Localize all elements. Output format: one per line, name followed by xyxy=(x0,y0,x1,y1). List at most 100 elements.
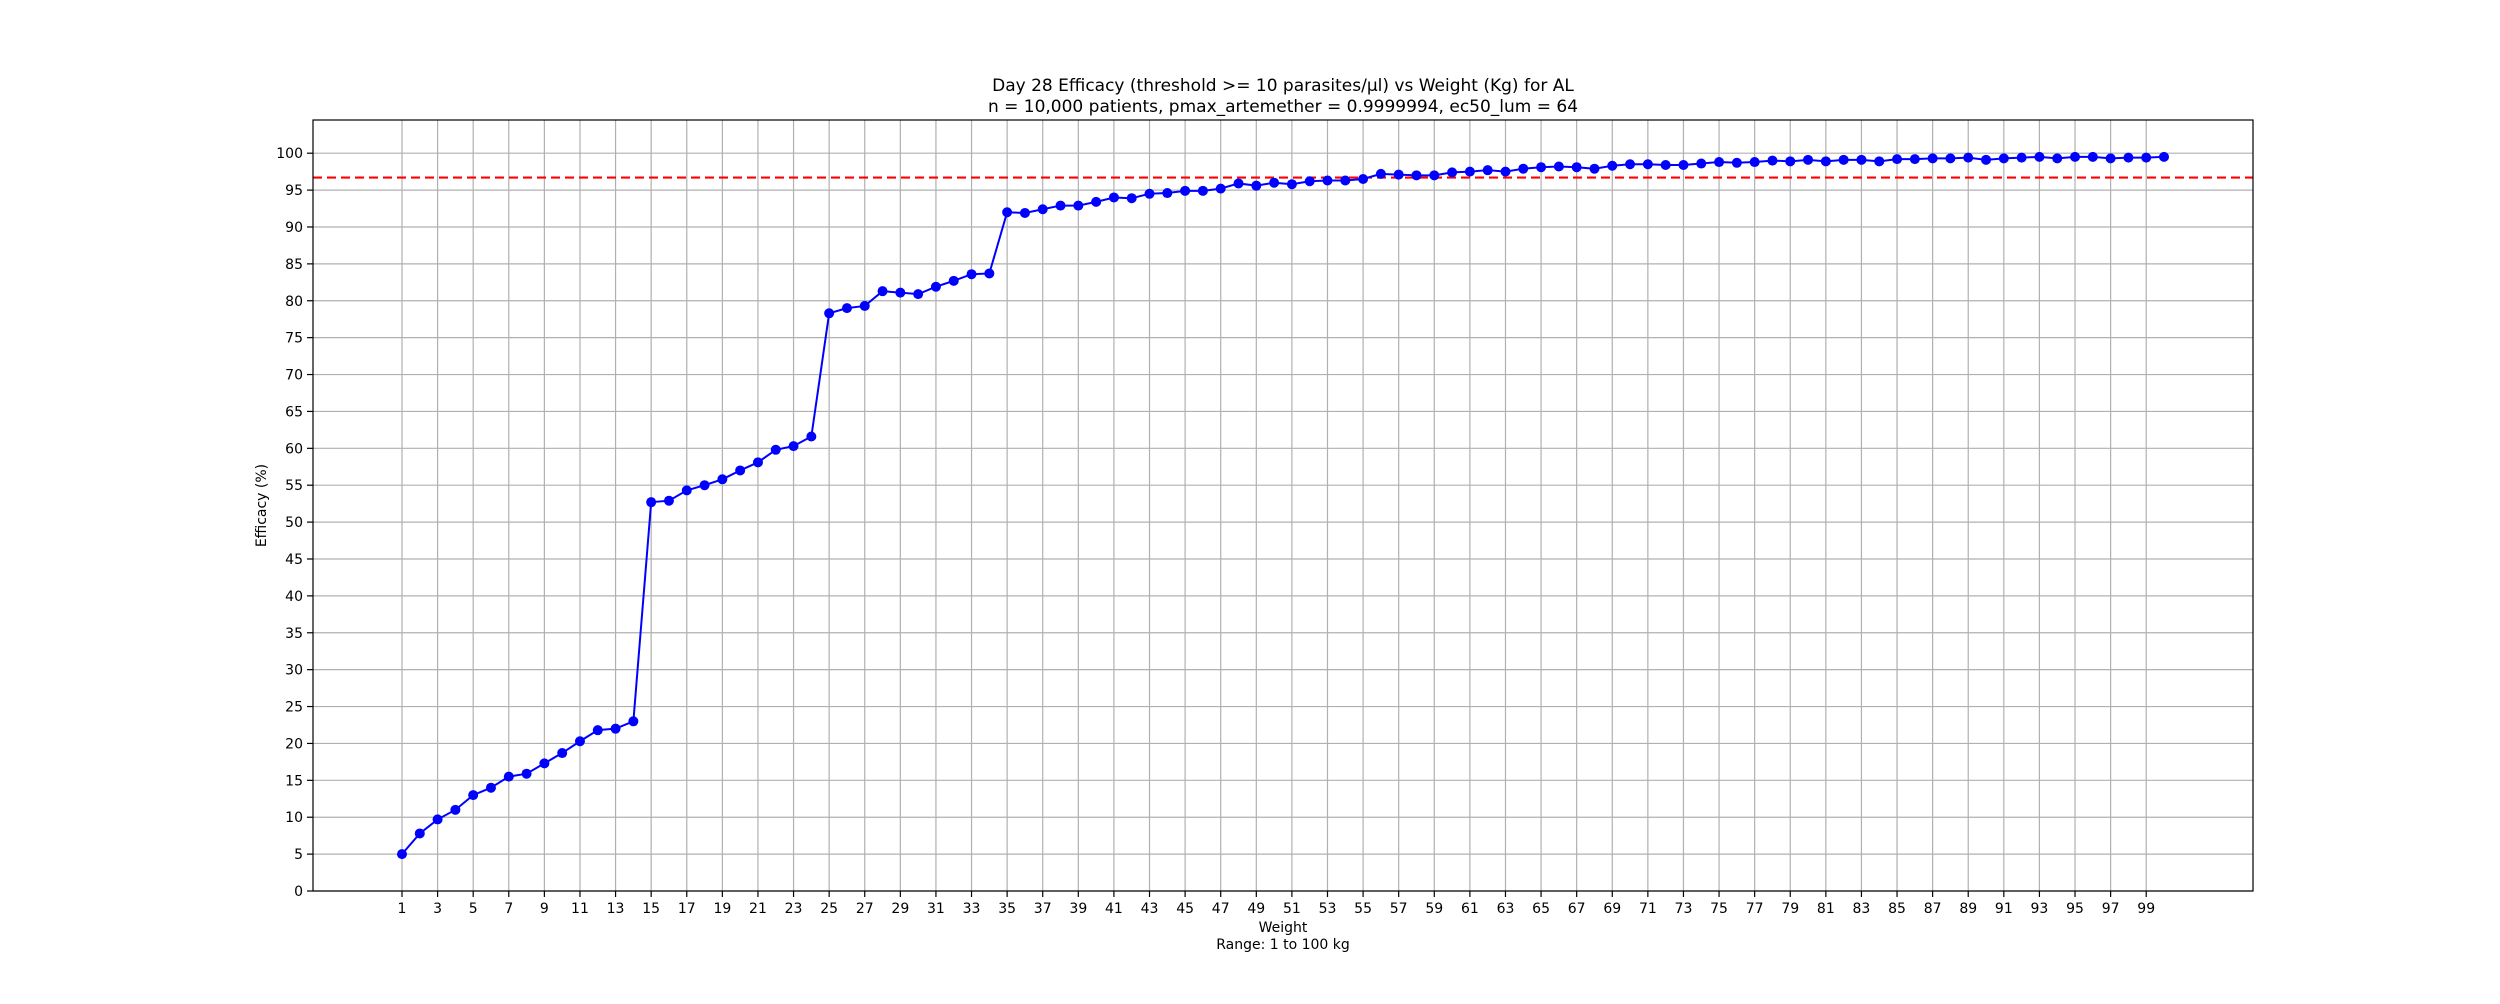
x-tick-label: 1 xyxy=(398,901,407,917)
x-tick-label: 61 xyxy=(1461,901,1479,917)
grid xyxy=(313,120,2253,892)
data-point xyxy=(966,269,977,280)
x-tick-label: 87 xyxy=(1924,901,1942,917)
x-tick-label: 91 xyxy=(1995,901,2013,917)
data-point xyxy=(984,268,995,279)
y-tick-label: 0 xyxy=(294,884,303,900)
x-tick-label: 89 xyxy=(1959,901,1977,917)
chart-title: Day 28 Efficacy (threshold >= 10 parasit… xyxy=(992,76,1574,96)
data-point xyxy=(2034,151,2045,162)
y-tick-label: 80 xyxy=(285,294,303,310)
data-point xyxy=(1393,169,1404,180)
data-point xyxy=(1571,162,1582,173)
y-tick-label: 20 xyxy=(285,736,303,752)
data-point xyxy=(1340,175,1351,186)
y-tick-label: 95 xyxy=(285,183,303,199)
x-tick-label: 17 xyxy=(678,901,696,917)
x-axis-ticks: 1 3 5 7 9 11 13 15 17 19 21 23 25 27 29 31 33 35 37 39 41 43 4… xyxy=(398,891,2155,917)
data-point xyxy=(1037,204,1048,215)
data-point xyxy=(1322,175,1333,186)
x-tick-label: 47 xyxy=(1212,901,1230,917)
y-tick-label: 60 xyxy=(285,441,303,457)
data-point xyxy=(824,308,835,319)
data-point xyxy=(1696,158,1707,169)
x-tick-label: 45 xyxy=(1176,901,1194,917)
x-tick-label: 31 xyxy=(927,901,945,917)
y-tick-label: 55 xyxy=(285,478,303,494)
data-point xyxy=(1749,157,1760,168)
data-point xyxy=(1536,162,1547,173)
y-tick-label: 90 xyxy=(285,220,303,236)
data-point xyxy=(1678,160,1689,171)
data-point xyxy=(1126,193,1137,204)
data-point xyxy=(1411,170,1422,181)
data-point xyxy=(1998,153,2009,164)
x-tick-label: 83 xyxy=(1853,901,1871,917)
x-tick-label: 95 xyxy=(2066,901,2084,917)
y-tick-label: 25 xyxy=(285,700,303,716)
data-point xyxy=(1233,178,1244,189)
data-point xyxy=(2052,153,2063,164)
x-tick-label: 41 xyxy=(1105,901,1123,917)
data-point xyxy=(788,441,799,452)
y-tick-label: 5 xyxy=(294,847,303,863)
series-layer xyxy=(396,151,2170,860)
data-point xyxy=(806,431,817,442)
x-tick-label: 33 xyxy=(963,901,981,917)
series-line xyxy=(401,155,2165,855)
x-tick-label: 39 xyxy=(1069,901,1087,917)
x-tick-label: 51 xyxy=(1283,901,1301,917)
data-point xyxy=(1945,153,1956,164)
data-point xyxy=(468,790,479,801)
x-tick-label: 75 xyxy=(1710,901,1728,917)
data-point xyxy=(1429,170,1440,181)
data-point xyxy=(628,716,639,727)
data-point xyxy=(1002,207,1013,218)
y-tick-label: 30 xyxy=(285,663,303,679)
data-point xyxy=(1375,168,1386,179)
data-point xyxy=(913,289,924,300)
x-tick-label: 37 xyxy=(1034,901,1052,917)
chart-subtitle: n = 10,000 patients, pmax_artemether = 0… xyxy=(988,97,1578,117)
x-tick-label: 5 xyxy=(469,901,478,917)
data-point xyxy=(1856,154,1867,165)
data-point xyxy=(717,474,728,485)
data-point xyxy=(1838,154,1849,165)
x-tick-label: 77 xyxy=(1746,901,1764,917)
data-point xyxy=(2105,153,2116,164)
data-point xyxy=(2159,151,2170,162)
data-point xyxy=(1180,185,1191,196)
data-point xyxy=(1785,156,1796,167)
x-tick-label: 53 xyxy=(1319,901,1337,917)
data-point xyxy=(1286,179,1297,190)
data-point xyxy=(1073,200,1084,211)
data-point xyxy=(1019,207,1030,218)
data-point xyxy=(1553,161,1564,172)
x-tick-label: 63 xyxy=(1497,901,1515,917)
y-tick-label: 100 xyxy=(276,146,303,162)
data-point xyxy=(1518,163,1529,174)
y-tick-label: 40 xyxy=(285,589,303,605)
data-point xyxy=(877,286,888,297)
data-point xyxy=(841,303,852,314)
x-tick-label: 93 xyxy=(2031,901,2049,917)
y-tick-label: 75 xyxy=(285,331,303,347)
x-tick-label: 57 xyxy=(1390,901,1408,917)
y-tick-label: 15 xyxy=(285,773,303,789)
data-point xyxy=(1304,176,1315,187)
x-tick-label: 59 xyxy=(1425,901,1443,917)
data-point xyxy=(1358,174,1369,185)
data-point xyxy=(1607,160,1618,171)
data-point xyxy=(895,287,906,298)
x-tick-label: 19 xyxy=(713,901,731,917)
data-point xyxy=(574,736,585,747)
data-point xyxy=(1464,166,1475,177)
data-point xyxy=(1909,154,1920,165)
data-point xyxy=(1731,157,1742,168)
data-point xyxy=(2070,151,2081,162)
data-point xyxy=(2016,152,2027,163)
data-point xyxy=(1963,152,1974,163)
data-point xyxy=(1447,167,1458,178)
y-tick-label: 45 xyxy=(285,552,303,568)
